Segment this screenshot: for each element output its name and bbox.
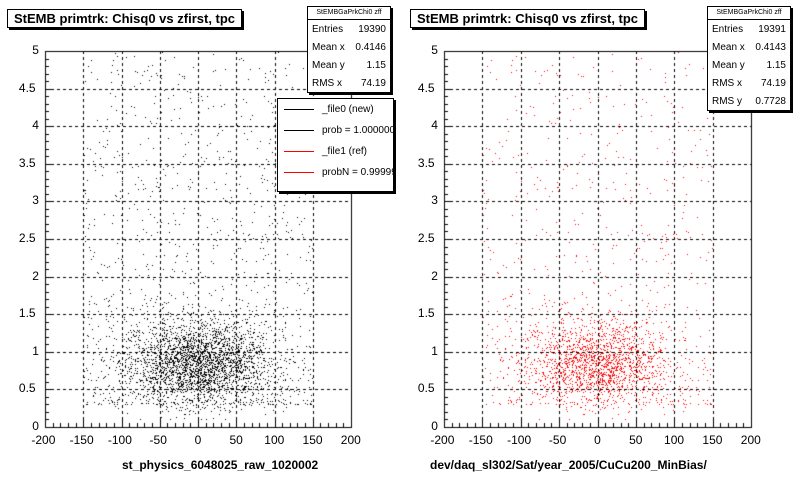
y-tick-label: 1.5 [417, 306, 435, 321]
legend-item: probN = 0.99999 [278, 162, 393, 183]
right-x-axis-label: dev/daq_sl302/Sat/year_2005/CuCu200_MinB… [430, 458, 707, 472]
y-tick-label: 2 [431, 268, 438, 283]
right-stats-row: RMS x 74.19 [712, 77, 786, 89]
x-tick-label: 200 [340, 433, 361, 447]
left-stats-box: StEMBGaPrkChi0 zff Entries 19390 Mean x 0.… [307, 6, 391, 93]
y-tick-label: 4.5 [417, 80, 435, 95]
x-tick-label: 150 [702, 433, 723, 447]
legend-line-prob [284, 130, 314, 131]
x-tick-label: -200 [31, 433, 56, 447]
y-tick-label: 3 [32, 193, 39, 208]
y-tick-label: 1.5 [18, 306, 36, 321]
y-tick-label: 4 [32, 118, 39, 133]
left-stats-row: Entries 19390 [312, 23, 386, 35]
y-tick-label: 3.5 [417, 155, 435, 170]
left-legend: _file0 (new) prob = 1.000000 _file1 (ref… [277, 98, 394, 192]
y-tick-label: 4 [431, 118, 438, 133]
x-tick-label: 200 [740, 433, 761, 447]
x-tick-label: -100 [507, 433, 532, 447]
x-tick-label: 150 [302, 433, 323, 447]
y-tick-label: 0 [431, 419, 438, 433]
right-stats-row: Mean y 1.15 [712, 59, 786, 71]
x-tick-label: 50 [229, 433, 243, 447]
y-tick-label: 2.5 [18, 231, 36, 245]
y-tick-label: 5 [32, 43, 39, 57]
left-stats-header: StEMBGaPrkChi0 zff [308, 7, 390, 20]
y-tick-label: 0.5 [18, 381, 36, 396]
left-stats-row: RMS x 74.19 [312, 77, 386, 89]
y-tick-label: 0.5 [417, 381, 435, 396]
legend-item: _file0 (new) [278, 99, 393, 120]
y-tick-label: 1 [32, 343, 39, 358]
x-tick-label: -150 [69, 433, 94, 447]
left-x-axis-label: st_physics_6048025_raw_1020002 [122, 458, 319, 472]
right-stats-row: RMS y 0.7728 [712, 95, 786, 107]
y-tick-label: 2.5 [417, 231, 435, 245]
left-plot-title: StEMB primtrk: Chisq0 vs zfirst, tpc [7, 9, 243, 28]
right-plot-title: StEMB primtrk: Chisq0 vs zfirst, tpc [410, 9, 646, 28]
x-tick-label: 50 [629, 433, 643, 447]
left-stats-row: Mean x 0.4146 [312, 41, 386, 53]
y-tick-label: 3 [431, 193, 438, 208]
legend-item: _file1 (ref) [278, 141, 393, 162]
legend-line-new [284, 109, 314, 110]
right-stats-header: StEMBGaPrkChi0 zff [708, 7, 790, 20]
x-tick-label: -50 [548, 433, 567, 447]
legend-line-ref [284, 151, 314, 152]
right-stats-row: Entries 19391 [712, 23, 786, 35]
x-tick-label: -100 [107, 433, 132, 447]
y-tick-label: 4.5 [18, 80, 36, 95]
y-tick-label: 2 [32, 268, 39, 283]
x-tick-label: 0 [594, 433, 601, 447]
legend-item: prob = 1.000000 [278, 120, 393, 141]
x-tick-label: -150 [468, 433, 493, 447]
x-tick-label: -50 [149, 433, 167, 447]
x-tick-label: 100 [264, 433, 285, 447]
left-stats-row: Mean y 1.15 [312, 59, 386, 71]
right-stats-box: StEMBGaPrkChi0 zff Entries 19391 Mean x 0.… [707, 6, 791, 111]
y-tick-label: 5 [431, 43, 438, 57]
x-tick-label: 100 [664, 433, 685, 447]
legend-line-probn [284, 172, 314, 173]
right-stats-row: Mean x 0.4143 [712, 41, 786, 53]
y-tick-label: 3.5 [18, 155, 36, 170]
x-tick-label: -200 [430, 433, 455, 447]
x-tick-label: 0 [194, 433, 202, 447]
y-tick-label: 1 [431, 343, 438, 358]
y-tick-label: 0 [32, 419, 39, 433]
